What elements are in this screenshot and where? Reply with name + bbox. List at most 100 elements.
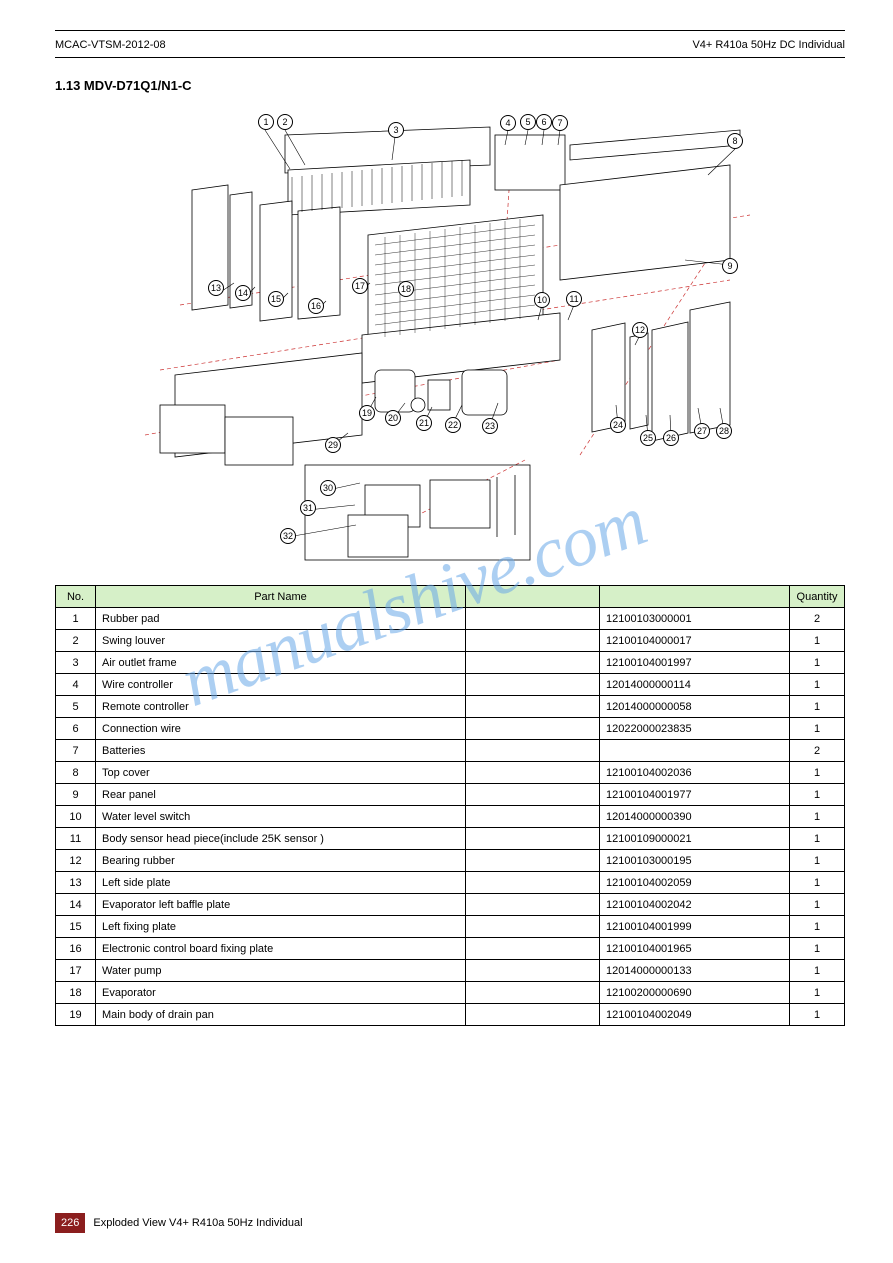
- cell: 19: [56, 1004, 96, 1026]
- col-blank: [466, 586, 600, 608]
- cell: 12100104002042: [600, 894, 790, 916]
- cell: Body sensor head piece(include 25K senso…: [96, 828, 466, 850]
- cell: 18: [56, 982, 96, 1004]
- header-row: MCAC-VTSM-2012-08 V4+ R410a 50Hz DC Indi…: [55, 39, 845, 51]
- cell: 12100104002049: [600, 1004, 790, 1026]
- cell: [466, 718, 600, 740]
- callout-29: 29: [325, 437, 341, 453]
- cell: 11: [56, 828, 96, 850]
- parts-table: No. Part Name Quantity 1 Rubber pad 121001…: [55, 585, 845, 1026]
- cell: 1: [790, 696, 845, 718]
- cell: Evaporator left baffle plate: [96, 894, 466, 916]
- cell: [466, 762, 600, 784]
- rule-top: [55, 30, 845, 31]
- cell: 13: [56, 872, 96, 894]
- table-row: 16Electronic control board fixing plate 1…: [56, 938, 845, 960]
- cell: 17: [56, 960, 96, 982]
- cell: 1: [790, 982, 845, 1004]
- cell: 12022000023835: [600, 718, 790, 740]
- table-row: 2Swing louver121001040000171: [56, 630, 845, 652]
- col-no: No.: [56, 586, 96, 608]
- cell: [466, 806, 600, 828]
- table-row: 12Bearing rubber121001030001951: [56, 850, 845, 872]
- cell: 12100104001977: [600, 784, 790, 806]
- cell: 12100104000017: [600, 630, 790, 652]
- cell: 12100104001965: [600, 938, 790, 960]
- cell: Main body of drain pan: [96, 1004, 466, 1026]
- cell: [466, 872, 600, 894]
- table-row: 10Water level switch120140000003901: [56, 806, 845, 828]
- col-part: Part Name: [96, 586, 466, 608]
- cell: 1: [790, 784, 845, 806]
- cell: Bearing rubber: [96, 850, 466, 872]
- cell: 12014000000114: [600, 674, 790, 696]
- cell: 12014000000133: [600, 960, 790, 982]
- cell: 15: [56, 916, 96, 938]
- cell: Left side plate: [96, 872, 466, 894]
- table-row: 5Remote controller120140000000581: [56, 696, 845, 718]
- cell: 16: [56, 938, 96, 960]
- table-row: 13Left side plate 121001040020591: [56, 872, 845, 894]
- cell: 14: [56, 894, 96, 916]
- cell: Water pump: [96, 960, 466, 982]
- cell: 12100104001997: [600, 652, 790, 674]
- cell: 1: [790, 828, 845, 850]
- cell: 12014000000058: [600, 696, 790, 718]
- callout-8: 8: [727, 133, 743, 149]
- cell: [466, 938, 600, 960]
- cell: [466, 784, 600, 806]
- callout-3: 3: [388, 122, 404, 138]
- cell: Left fixing plate: [96, 916, 466, 938]
- cell: 2: [56, 630, 96, 652]
- callout-26: 26: [663, 430, 679, 446]
- cell: 7: [56, 740, 96, 762]
- table-row: 18Evaporator121002000006901: [56, 982, 845, 1004]
- col-qty: Quantity: [790, 586, 845, 608]
- callout-12: 12: [632, 322, 648, 338]
- table-row: 19Main body of drain pan121001040020491: [56, 1004, 845, 1026]
- col-code: [600, 586, 790, 608]
- cell: 12014000000390: [600, 806, 790, 828]
- table-row: 15Left fixing plate121001040019991: [56, 916, 845, 938]
- cell: [466, 652, 600, 674]
- cell: [466, 740, 600, 762]
- table-row: 17Water pump120140000001331: [56, 960, 845, 982]
- cell: 12100104002036: [600, 762, 790, 784]
- cell: Swing louver: [96, 630, 466, 652]
- cell: [466, 916, 600, 938]
- callout-4: 4: [500, 115, 516, 131]
- cell: Rubber pad: [96, 608, 466, 630]
- cell: 12100104002059: [600, 872, 790, 894]
- cell: Water level switch: [96, 806, 466, 828]
- callout-16: 16: [308, 298, 324, 314]
- table-row: 6Connection wire120220000238351: [56, 718, 845, 740]
- cell: 1: [790, 938, 845, 960]
- cell: [466, 982, 600, 1004]
- callout-32: 32: [280, 528, 296, 544]
- table-row: 11Body sensor head piece(include 25K sen…: [56, 828, 845, 850]
- cell: [466, 828, 600, 850]
- cell: Connection wire: [96, 718, 466, 740]
- cell: 12100103000001: [600, 608, 790, 630]
- cell: [600, 740, 790, 762]
- table-row: 4Wire controller120140000001141: [56, 674, 845, 696]
- callout-15: 15: [268, 291, 284, 307]
- callout-19: 19: [359, 405, 375, 421]
- cell: Electronic control board fixing plate: [96, 938, 466, 960]
- callout-25: 25: [640, 430, 656, 446]
- table-row: 3Air outlet frame121001040019971: [56, 652, 845, 674]
- cell: 1: [790, 652, 845, 674]
- cell: 5: [56, 696, 96, 718]
- cell: 9: [56, 784, 96, 806]
- cell: 12100109000021: [600, 828, 790, 850]
- cell: 1: [790, 872, 845, 894]
- cell: [466, 894, 600, 916]
- header-right: V4+ R410a 50Hz DC Individual: [692, 39, 845, 51]
- cell: 1: [790, 762, 845, 784]
- callout-24: 24: [610, 417, 626, 433]
- cell: 3: [56, 652, 96, 674]
- cell: 1: [790, 894, 845, 916]
- callout-22: 22: [445, 417, 461, 433]
- page-number-badge: 226: [55, 1213, 85, 1233]
- cell: 10: [56, 806, 96, 828]
